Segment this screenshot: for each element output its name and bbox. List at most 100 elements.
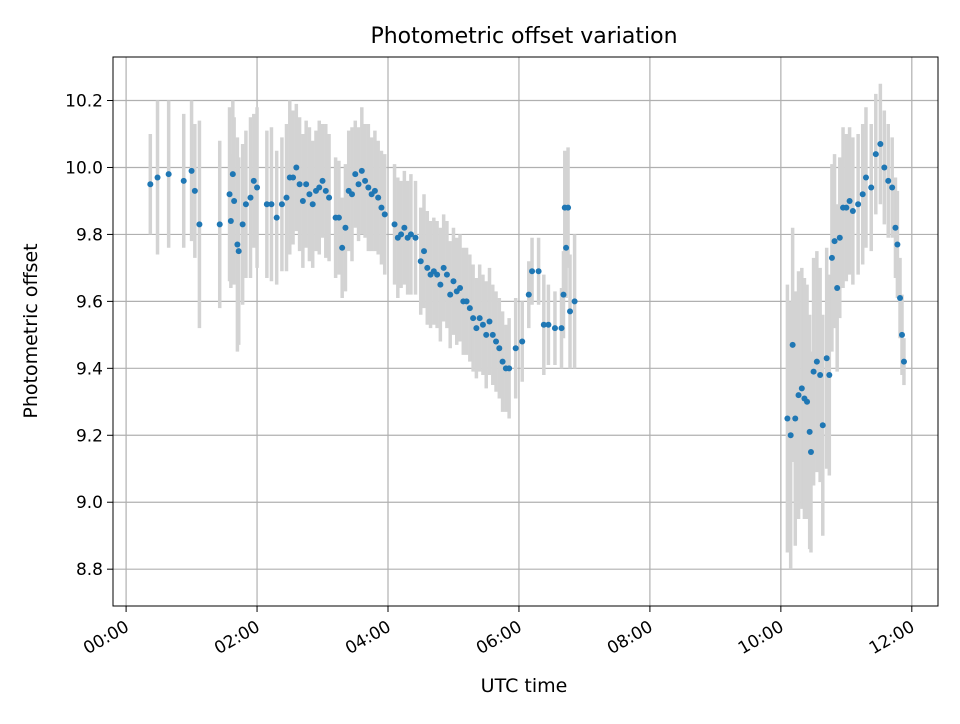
data-point bbox=[412, 234, 419, 241]
data-point bbox=[283, 194, 290, 201]
data-point bbox=[512, 345, 519, 352]
data-point bbox=[348, 191, 355, 198]
data-point bbox=[299, 197, 306, 204]
data-point bbox=[466, 305, 473, 312]
data-point bbox=[560, 291, 567, 298]
data-point bbox=[817, 372, 824, 379]
data-point bbox=[391, 221, 398, 228]
data-point bbox=[834, 284, 841, 291]
data-point bbox=[296, 181, 303, 188]
data-point bbox=[290, 174, 297, 181]
data-point bbox=[826, 372, 833, 379]
data-point bbox=[371, 187, 378, 194]
data-point bbox=[154, 174, 161, 181]
data-point bbox=[563, 244, 570, 251]
y-axis-ticks: 8.8 9.0 9.2 9.4 9.6 9.8 10.0 10.2 bbox=[65, 92, 113, 580]
data-point bbox=[476, 315, 483, 322]
data-points bbox=[147, 141, 907, 456]
data-point bbox=[836, 234, 843, 241]
data-point bbox=[278, 201, 285, 208]
data-point bbox=[540, 321, 547, 328]
data-point bbox=[894, 241, 901, 248]
data-point bbox=[375, 194, 382, 201]
data-point bbox=[868, 184, 875, 191]
data-point bbox=[831, 238, 838, 245]
data-point bbox=[339, 244, 346, 251]
data-point bbox=[293, 164, 300, 171]
y-tick-label: 9.6 bbox=[76, 292, 103, 312]
data-point bbox=[352, 171, 359, 178]
data-point bbox=[529, 268, 536, 275]
data-point bbox=[789, 341, 796, 348]
data-point bbox=[335, 214, 342, 221]
x-axis-label: UTC time bbox=[481, 675, 568, 697]
data-point bbox=[810, 368, 817, 375]
data-point bbox=[322, 187, 329, 194]
data-point bbox=[247, 194, 254, 201]
data-point bbox=[306, 191, 313, 198]
data-point bbox=[843, 204, 850, 211]
data-point bbox=[227, 218, 234, 225]
y-tick-label: 10.2 bbox=[65, 92, 103, 112]
data-point bbox=[326, 194, 333, 201]
data-point bbox=[180, 177, 187, 184]
data-point bbox=[828, 254, 835, 261]
data-point bbox=[234, 241, 241, 248]
data-point bbox=[309, 201, 316, 208]
data-point bbox=[440, 264, 447, 271]
data-point bbox=[892, 224, 899, 231]
data-point bbox=[885, 177, 892, 184]
data-point bbox=[447, 291, 454, 298]
data-point bbox=[804, 398, 811, 405]
data-point bbox=[342, 224, 349, 231]
data-point bbox=[457, 284, 464, 291]
data-point bbox=[303, 181, 310, 188]
data-point bbox=[229, 171, 236, 178]
data-point bbox=[268, 201, 275, 208]
data-point bbox=[250, 177, 257, 184]
data-point bbox=[365, 184, 372, 191]
data-point bbox=[859, 191, 866, 198]
data-point bbox=[558, 325, 565, 332]
data-point bbox=[421, 248, 428, 255]
plot-area-frame bbox=[112, 56, 939, 607]
data-point bbox=[242, 201, 249, 208]
data-point bbox=[506, 365, 513, 372]
data-point bbox=[147, 181, 154, 188]
data-point bbox=[165, 171, 172, 178]
data-point bbox=[897, 295, 904, 302]
data-point bbox=[898, 331, 905, 338]
data-point bbox=[813, 358, 820, 365]
data-point bbox=[798, 385, 805, 392]
data-point bbox=[381, 211, 388, 218]
y-tick-label: 10.0 bbox=[65, 158, 103, 178]
data-point bbox=[437, 281, 444, 288]
data-point bbox=[273, 214, 280, 221]
data-point bbox=[424, 264, 431, 271]
data-point bbox=[191, 187, 198, 194]
data-point bbox=[263, 201, 270, 208]
data-point bbox=[398, 231, 405, 238]
data-point bbox=[493, 338, 500, 345]
data-point bbox=[819, 422, 826, 429]
data-point bbox=[358, 167, 365, 174]
data-point bbox=[483, 331, 490, 338]
data-point bbox=[795, 392, 802, 399]
data-point bbox=[787, 432, 794, 439]
data-point bbox=[450, 278, 457, 285]
data-point bbox=[545, 321, 552, 328]
data-point bbox=[889, 184, 896, 191]
chart-title: Photometric offset variation bbox=[370, 24, 677, 49]
data-point bbox=[470, 315, 477, 322]
data-point bbox=[434, 271, 441, 278]
data-point bbox=[443, 271, 450, 278]
data-point bbox=[496, 345, 503, 352]
data-point bbox=[862, 174, 869, 181]
data-point bbox=[407, 231, 414, 238]
data-point bbox=[231, 197, 238, 204]
data-point bbox=[188, 167, 195, 174]
data-point bbox=[855, 201, 862, 208]
data-point bbox=[823, 355, 830, 362]
data-point bbox=[239, 221, 246, 228]
